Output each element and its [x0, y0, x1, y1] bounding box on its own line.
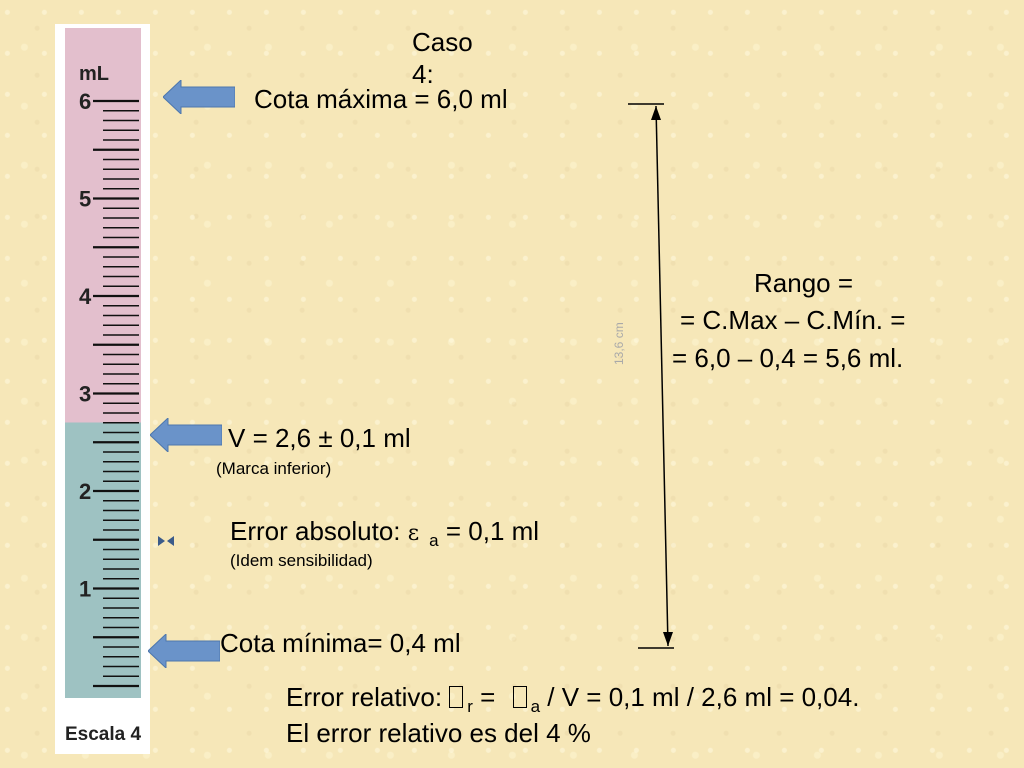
error-relativo-prefix: Error relativo:: [286, 682, 450, 712]
cylinder-major-label: 6: [79, 89, 91, 114]
error-relativo-suffix: / V = 0,1 ml / 2,6 ml = 0,04.: [540, 682, 860, 712]
error-relativo-conclusion: El error relativo es del 4 %: [286, 718, 591, 748]
error-relativo-sub2: a: [530, 697, 541, 716]
cylinder-ticks: [93, 99, 139, 688]
error-relativo-eq: =: [472, 682, 503, 712]
error-absoluto-prefix: Error absoluto:: [230, 516, 408, 546]
arrow-left-icon: [148, 634, 220, 668]
scale-label: Escala 4: [65, 724, 142, 745]
cylinder-major-label: 3: [79, 382, 91, 407]
slide-title: Caso 4:: [412, 27, 473, 89]
dimension-line: [628, 98, 678, 663]
rango-line-3: = 6,0 – 0,4 = 5,6 ml.: [672, 343, 904, 373]
cylinder-unit: mL: [79, 63, 109, 85]
cylinder-liquid: [65, 422, 141, 698]
error-absoluto-suffix: = 0,1 ml: [438, 516, 540, 546]
dimension-label: 13,6 cm: [612, 322, 626, 365]
cylinder-major-label: 4: [79, 284, 92, 309]
cylinder-major-label: 2: [79, 479, 91, 504]
arrow-left-icon: [163, 80, 235, 114]
cota-maxima: Cota máxima = 6,0 ml: [254, 84, 508, 114]
error-absoluto-note: (Idem sensibilidad): [230, 551, 373, 570]
cylinder-major-label: 1: [79, 577, 91, 602]
rango-line-1: Rango =: [754, 268, 854, 298]
volume-note: (Marca inferior): [216, 459, 332, 478]
missing-glyph-icon: [449, 686, 464, 708]
tiny-marker-icon: [158, 535, 174, 547]
cylinder-major-label: 5: [79, 187, 91, 212]
cylinder-major-labels: 6 5 4 3 2 1: [79, 89, 92, 602]
volume-reading: V = 2,6 ± 0,1 ml: [228, 423, 411, 453]
missing-glyph-icon: [512, 686, 527, 708]
cylinder-top-fill: [65, 28, 141, 423]
rango-line-2: = C.Max – C.Mín. =: [680, 305, 906, 335]
cota-minima: Cota mínima= 0,4 ml: [220, 628, 461, 658]
error-relativo-sub1: r: [467, 697, 473, 716]
arrow-left-icon: [150, 418, 222, 452]
error-absoluto-sub: a: [429, 531, 439, 550]
epsilon-symbol: ε: [407, 521, 420, 546]
graduated-cylinder: mL 6 5 4 3 2 1 Escala 4: [55, 24, 150, 754]
error-relativo: Error relativo: r = a / V = 0,1 ml / 2,6…: [286, 682, 859, 717]
